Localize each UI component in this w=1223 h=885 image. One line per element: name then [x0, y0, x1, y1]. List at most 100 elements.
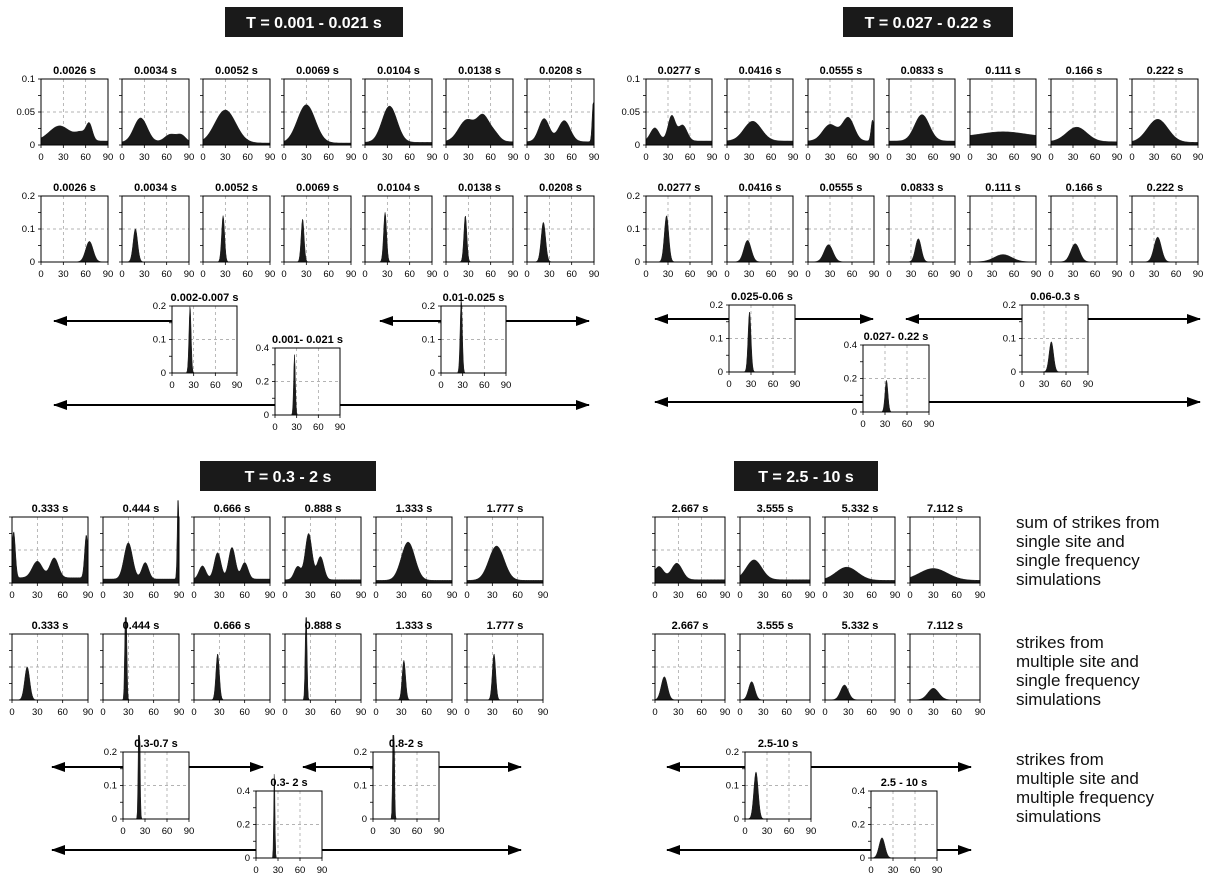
panel-multi-site-2-4: 0.0833 s 0 30 60 90	[886, 182, 960, 280]
panel-single-site-4-3-title: 5.332 s	[842, 503, 879, 515]
panel-combined-3: 0.3- 2 s 0 30 60 90 0.4 0.2 0	[237, 774, 327, 876]
panel-multi-site-2-6-title: 0.166 s	[1066, 182, 1103, 194]
panel-multi-site-4-1-xtick-label: 60	[696, 707, 707, 718]
panel-single-site-3-4-xtick-label: 30	[305, 590, 316, 601]
panel-multi-site-1-2-title: 0.0034 s	[134, 182, 177, 194]
panel-single-site-2-5-title: 0.111 s	[985, 65, 1021, 77]
panel-single-site-2-1-ytick-label: 0	[635, 140, 640, 151]
panel-single-site-3-3-title: 0.666 s	[214, 503, 251, 515]
panel-multi-site-1-3-xtick-label: 60	[242, 269, 253, 280]
panel-multi-site-2-3-xtick-label: 60	[847, 269, 858, 280]
panel-multi-site-4-2: 3.555 s 0 30 60 90	[737, 620, 815, 718]
panel-multi-site-2-7: 0.222 s 0 30 60 90	[1129, 182, 1203, 280]
panel-combined-2-title: 0.027- 0.22 s	[864, 331, 929, 343]
panel-multi-site-3-6-title: 1.777 s	[487, 620, 524, 632]
panel-multi-site-3-2-xtick-label: 90	[174, 707, 185, 718]
panel-single-site-4-1-title: 2.667 s	[672, 503, 709, 515]
panel-multi-site-3-1-xtick-label: 30	[32, 707, 43, 718]
panel-multi-site-3-3-xtick-label: 30	[214, 707, 225, 718]
panel-multi-site-3-3-xtick-label: 0	[191, 707, 196, 718]
panel-single-site-2-7: 0.222 s 0 30 60 90	[1129, 65, 1203, 163]
panel-multi-site-3-4-xtick-label: 30	[305, 707, 316, 718]
panel-multi-site-3-2-xtick-label: 30	[123, 707, 134, 718]
panel-multi-site-2-4-xtick-label: 0	[886, 269, 891, 280]
panel-multi-site-3-5-xtick-label: 30	[396, 707, 407, 718]
panel-single-site-2-2-xtick-label: 90	[788, 152, 799, 163]
panel-multi-site-2-2-xtick-label: 90	[788, 269, 799, 280]
panel-single-site-3-2-xtick-label: 90	[174, 590, 185, 601]
panel-combined-2-ytick-label: 0.2	[844, 374, 857, 385]
panel-multi-site-4-4-xtick-label: 60	[951, 707, 962, 718]
panel-combined-1-ytick-label: 0	[264, 410, 269, 421]
panel-band-2-2-xtick-label: 60	[1061, 379, 1072, 390]
panel-multi-site-3-2-xtick-label: 60	[148, 707, 159, 718]
panel-single-site-2-6-xtick-label: 0	[1048, 152, 1053, 163]
panel-multi-site-1-4-title: 0.0069 s	[296, 182, 339, 194]
panel-single-site-2-1-title: 0.0277 s	[658, 65, 701, 77]
panel-single-site-1-5-density-area	[364, 105, 433, 146]
panel-single-site-3-6: 1.777 s 0 30 60 90	[464, 503, 548, 601]
panel-multi-site-3-1-xtick-label: 60	[57, 707, 68, 718]
panel-single-site-1-3-title: 0.0052 s	[215, 65, 258, 77]
panel-multi-site-3-5: 1.333 s 0 30 60 90	[373, 620, 457, 718]
panel-single-site-1-7-xtick-label: 90	[589, 152, 600, 163]
panel-combined-2-xtick-label: 0	[860, 419, 865, 430]
panel-single-site-1-4-xtick-label: 0	[281, 152, 286, 163]
panel-combined-2-xtick-label: 90	[924, 419, 935, 430]
panel-multi-site-2-4-xtick-label: 60	[928, 269, 939, 280]
panel-multi-site-1-2-xtick-label: 90	[184, 269, 195, 280]
panel-single-site-1-1-xtick-label: 0	[38, 152, 43, 163]
panel-single-site-2-4-xtick-label: 90	[950, 152, 961, 163]
panel-single-site-1-4-xtick-label: 60	[323, 152, 334, 163]
panel-multi-site-3-5-xtick-label: 0	[373, 707, 378, 718]
panel-single-site-3-3-xtick-label: 0	[191, 590, 196, 601]
panel-multi-site-2-1: 0.0277 s 0 30 60 90 0.2 0.1 0	[627, 182, 718, 280]
panel-single-site-1-6-xtick-label: 60	[485, 152, 496, 163]
panel-band-4-1-xtick-label: 0	[742, 826, 747, 837]
panel-single-site-4-2: 3.555 s 0 30 60 90	[737, 503, 815, 601]
panel-single-site-3-2-title: 0.444 s	[123, 503, 160, 515]
panel-band-3-1-ytick-label: 0.1	[104, 781, 117, 792]
panel-multi-site-1-7-xtick-label: 0	[524, 269, 529, 280]
panel-single-site-2-5-xtick-label: 90	[1031, 152, 1042, 163]
panel-single-site-4-1-xtick-label: 0	[652, 590, 657, 601]
panel-single-site-3-6-xtick-label: 60	[512, 590, 523, 601]
panel-single-site-1-1-xtick-label: 30	[58, 152, 69, 163]
panel-single-site-2-7-density-area	[1131, 119, 1199, 146]
panel-single-site-3-1-xtick-label: 30	[32, 590, 43, 601]
panel-single-site-3-6-xtick-label: 30	[487, 590, 498, 601]
panel-band-3-1: 0.3-0.7 s 0 30 60 90 0.2 0.1 0	[104, 735, 195, 837]
panel-single-site-4-1-xtick-label: 30	[673, 590, 684, 601]
panel-combined-2-ytick-label: 0.4	[844, 340, 857, 351]
panel-single-site-1-3-density-area	[202, 109, 271, 146]
panel-single-site-1-5-title: 0.0104 s	[377, 65, 420, 77]
panel-single-site-4-1-bg	[655, 517, 725, 583]
panel-single-site-2-3-xtick-label: 30	[825, 152, 836, 163]
panel-single-site-3-4-title: 0.888 s	[305, 503, 342, 515]
panel-multi-site-2-2-xtick-label: 60	[766, 269, 777, 280]
panel-single-site-2-3: 0.0555 s 0 30 60 90	[805, 65, 879, 163]
panel-multi-site-1-7-xtick-label: 30	[544, 269, 555, 280]
panel-combined-4-xtick-label: 90	[932, 865, 943, 876]
panel-single-site-2-4-xtick-label: 60	[928, 152, 939, 163]
panel-multi-site-4-1-xtick-label: 90	[720, 707, 731, 718]
panel-multi-site-4-3-xtick-label: 90	[890, 707, 901, 718]
panel-combined-2-ytick-label: 0	[852, 407, 857, 418]
panel-single-site-4-4-density-area	[909, 568, 981, 584]
panel-single-site-3-1-density-area	[11, 531, 89, 584]
panel-single-site-1-5: 0.0104 s 0 30 60 90	[362, 65, 437, 163]
panel-band-4-1-xtick-label: 60	[784, 826, 795, 837]
panel-multi-site-2-5-xtick-label: 30	[987, 269, 998, 280]
group-title-1-bg	[225, 7, 403, 37]
panel-single-site-1-3-xtick-label: 60	[242, 152, 253, 163]
group-title-3: T = 0.3 - 2 s	[245, 469, 332, 486]
panel-band-2-2-xtick-label: 30	[1039, 379, 1050, 390]
panel-band-3-1-xtick-label: 90	[184, 826, 195, 837]
panel-single-site-3-4-xtick-label: 90	[356, 590, 367, 601]
panel-band-1-2-xtick-label: 90	[501, 380, 512, 391]
panel-combined-3-xtick-label: 60	[295, 865, 306, 876]
panel-band-1-2-ytick-label: 0.1	[422, 335, 435, 346]
panel-single-site-1-4-title: 0.0069 s	[296, 65, 339, 77]
group-title-3-bg	[200, 461, 376, 491]
panel-single-site-2-7-xtick-label: 60	[1171, 152, 1182, 163]
